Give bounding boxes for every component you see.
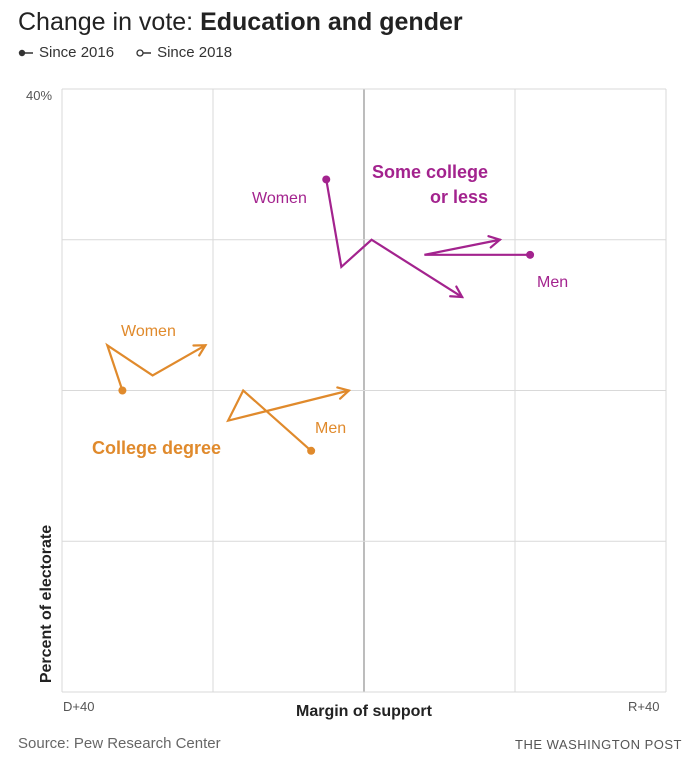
- arrowhead-icon: [449, 285, 465, 299]
- series-line: [105, 342, 207, 392]
- group-label-college-degree: College degree: [92, 438, 221, 458]
- x-tick-label-right: R+40: [628, 699, 659, 714]
- series-label-cd-men: Men: [315, 420, 346, 437]
- series-0: [322, 175, 465, 299]
- title-light: Change in vote:: [18, 8, 201, 36]
- chart-title: Change in vote: Education and gender: [18, 8, 463, 37]
- axis-ticks: 40% D+40 R+40: [26, 88, 659, 714]
- legend-label: Since 2016: [39, 44, 115, 61]
- title-bold: Education and gender: [200, 8, 463, 36]
- series-layer: [105, 175, 535, 455]
- legend: Since 2016 Since 2018: [18, 44, 232, 61]
- series-label-sc-men: Men: [537, 274, 568, 291]
- arrowhead-icon: [192, 344, 208, 357]
- start-point-marker: [526, 250, 535, 259]
- start-point-marker: [322, 175, 331, 184]
- series-2: [105, 342, 208, 395]
- open-dot-marker-icon: [136, 48, 152, 57]
- start-point-marker: [118, 386, 127, 395]
- filled-dot-marker-icon: [18, 49, 33, 56]
- series-3: [226, 386, 352, 455]
- y-axis-title: Percent of electorate: [38, 525, 55, 683]
- series-label-sc-women: Women: [252, 190, 307, 207]
- group-label-some-college-line2: or less: [430, 187, 488, 207]
- series-labels: Women Men Women Men Some college or less…: [92, 162, 568, 458]
- legend-item-since-2016: Since 2016: [18, 44, 114, 61]
- arrowhead-icon: [487, 235, 503, 249]
- start-point-marker: [307, 446, 316, 455]
- series-line: [226, 388, 350, 452]
- grid: [61, 88, 667, 693]
- source-note: Source: Pew Research Center: [18, 735, 221, 752]
- legend-label: Since 2018: [157, 44, 233, 61]
- group-label-some-college-line1: Some college: [372, 162, 488, 182]
- x-tick-label-left: D+40: [63, 699, 94, 714]
- series-line: [424, 238, 532, 256]
- y-tick-label: 40%: [26, 88, 52, 103]
- series-line: [325, 178, 464, 299]
- arrowhead-icon: [336, 386, 352, 400]
- series-1: [424, 235, 535, 259]
- credit: THE WASHINGTON POST: [515, 737, 682, 752]
- legend-item-since-2018: Since 2018: [136, 44, 232, 61]
- series-label-cd-women: Women: [121, 323, 176, 340]
- x-axis-title: Margin of support: [296, 703, 433, 720]
